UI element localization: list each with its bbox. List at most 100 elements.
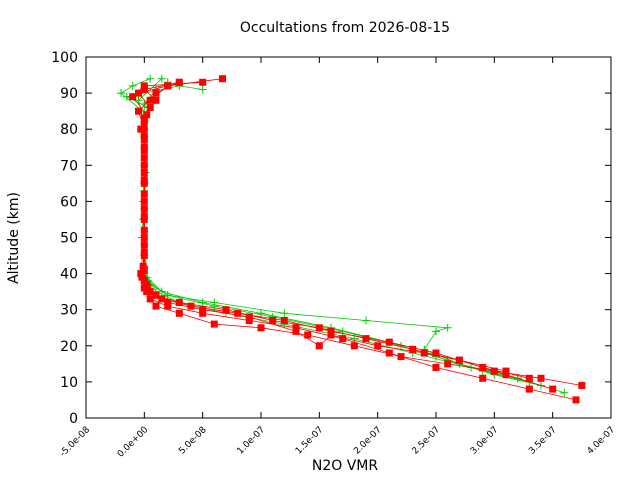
data-point <box>199 309 207 317</box>
series-2 <box>129 75 586 404</box>
data-point <box>199 78 207 86</box>
data-point <box>479 374 487 382</box>
data-point <box>245 313 253 321</box>
data-point <box>362 316 370 325</box>
data-point <box>269 317 277 324</box>
data-point <box>234 309 242 317</box>
data-point <box>257 309 265 318</box>
y-tick-label: 100 <box>51 50 78 66</box>
data-point <box>175 299 183 306</box>
data-point <box>292 324 300 332</box>
data-point <box>146 74 155 83</box>
x-tick-label: 3.0e-07 <box>469 425 501 457</box>
data-point <box>420 349 428 357</box>
data-point <box>219 75 226 83</box>
data-point <box>129 93 137 101</box>
data-point <box>140 248 148 256</box>
data-point <box>146 288 154 296</box>
data-point <box>146 295 154 303</box>
data-point <box>140 82 148 90</box>
data-point <box>502 367 510 375</box>
y-axis: 0 10 20 30 40 50 60 70 80 90 100 <box>51 50 611 427</box>
data-point <box>315 342 323 350</box>
data-point <box>572 396 580 404</box>
y-tick-label: 40 <box>60 267 78 283</box>
data-point <box>152 89 160 97</box>
x-tick-label: 4.0e-07 <box>586 425 618 457</box>
data-point <box>339 335 347 343</box>
x-tick-label: 5.0e-08 <box>177 425 209 457</box>
data-point <box>152 96 160 104</box>
data-point <box>350 342 358 350</box>
data-point <box>443 323 452 332</box>
series-line <box>138 81 577 401</box>
data-point <box>362 335 370 343</box>
data-point <box>140 212 148 220</box>
series-1 <box>117 74 569 397</box>
data-point <box>146 104 154 111</box>
data-point <box>175 309 183 317</box>
data-point <box>455 356 463 364</box>
data-point <box>327 327 335 335</box>
data-point <box>525 385 533 393</box>
data-point <box>210 298 219 307</box>
y-tick-label: 80 <box>60 122 78 138</box>
data-point <box>537 374 545 382</box>
data-point <box>135 107 142 115</box>
data-point <box>385 349 393 357</box>
data-point <box>502 371 510 379</box>
series-line <box>141 81 507 372</box>
x-tick-label: 2.0e-07 <box>352 425 384 457</box>
data-point <box>164 302 172 310</box>
data-point <box>444 360 452 368</box>
data-point <box>525 374 533 382</box>
y-tick-label: 0 <box>69 411 78 427</box>
y-tick-label: 70 <box>60 158 78 174</box>
y-tick-label: 60 <box>60 194 78 210</box>
x-tick-label: 0.0e+00 <box>116 425 151 460</box>
data-point <box>409 345 417 353</box>
data-point <box>140 266 148 274</box>
data-point <box>199 306 207 314</box>
data-point <box>245 317 253 324</box>
data-point <box>164 82 172 90</box>
data-point <box>138 273 146 281</box>
data-point <box>187 302 195 310</box>
y-tick-label: 30 <box>60 303 78 319</box>
data-point <box>198 298 207 307</box>
data-point <box>140 147 148 155</box>
data-point <box>210 320 218 328</box>
chart-title: Occultations from 2026-08-15 <box>240 20 450 36</box>
x-axis-label: N2O VMR <box>312 458 379 474</box>
data-point <box>140 176 148 184</box>
y-axis-label: Altitude (km) <box>6 192 22 284</box>
y-tick-label: 10 <box>60 375 78 391</box>
data-point <box>137 270 145 278</box>
x-tick-label: -5.0e-08 <box>58 425 92 459</box>
data-point <box>560 388 569 397</box>
data-point <box>157 287 166 296</box>
data-point <box>222 306 230 314</box>
data-point <box>385 338 393 346</box>
data-point <box>280 309 289 318</box>
data-point <box>327 331 335 339</box>
data-point <box>292 327 300 335</box>
data-point <box>432 327 440 336</box>
y-tick-label: 50 <box>60 231 78 247</box>
data-point <box>163 291 172 300</box>
y-tick-label: 20 <box>60 339 78 355</box>
data-point <box>198 85 207 94</box>
plot-frame <box>85 56 612 419</box>
data-point <box>137 125 145 133</box>
data-point <box>157 74 166 83</box>
data-point <box>432 364 440 371</box>
x-tick-label: 1.0e-07 <box>236 425 268 457</box>
data-point <box>152 302 160 310</box>
data-point <box>164 299 172 306</box>
data-point <box>257 324 265 332</box>
data-point <box>374 342 382 350</box>
x-tick-label: 2.5e-07 <box>411 425 443 457</box>
data-point <box>146 96 154 104</box>
x-tick-label: 3.5e-07 <box>527 425 559 457</box>
